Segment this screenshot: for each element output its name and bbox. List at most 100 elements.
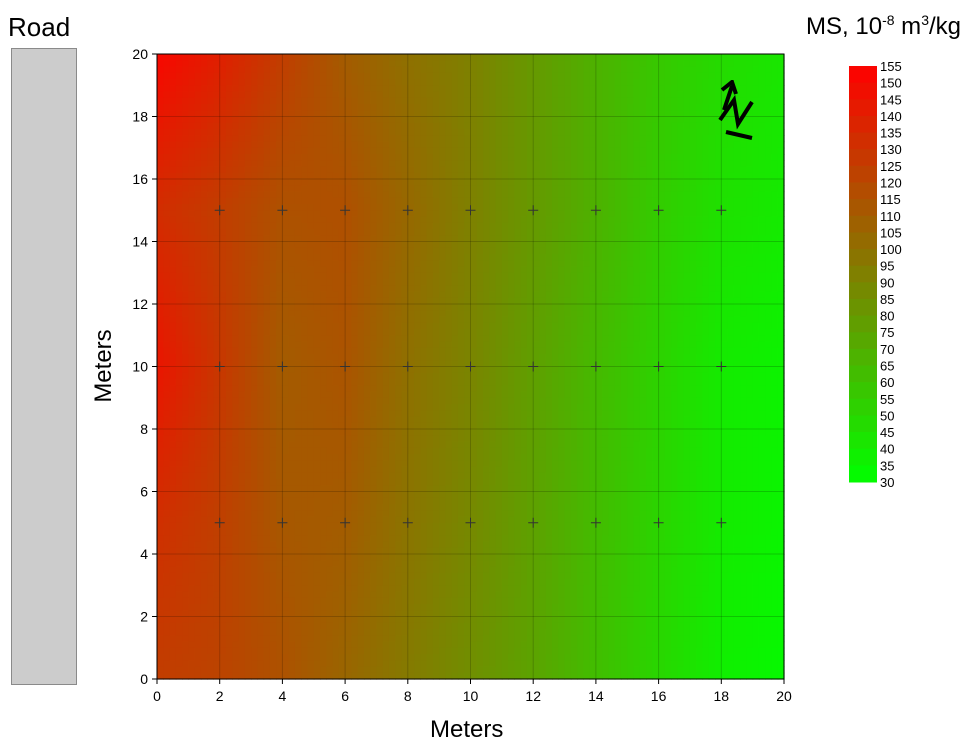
heatmap-cell <box>213 291 221 299</box>
heatmap-cell <box>464 347 472 355</box>
heatmap-cell <box>740 147 747 155</box>
heatmap-cell <box>219 66 227 74</box>
heatmap-cell <box>332 97 340 105</box>
heatmap-cell <box>633 66 641 74</box>
heatmap-cell <box>577 116 584 124</box>
heatmap-cell <box>589 210 597 218</box>
heatmap-cell <box>658 291 666 299</box>
heatmap-cell <box>577 172 584 180</box>
heatmap-cell <box>671 210 679 218</box>
heatmap-cell <box>426 129 434 136</box>
heatmap-cell <box>671 310 679 318</box>
heatmap-cell <box>752 197 760 205</box>
heatmap-cell <box>464 329 472 336</box>
heatmap-cell <box>545 216 553 224</box>
heatmap-cell <box>382 204 390 211</box>
heatmap-cell <box>633 229 641 236</box>
heatmap-cell <box>752 241 760 249</box>
heatmap-cell <box>345 166 352 174</box>
heatmap-cell <box>771 216 779 224</box>
heatmap-cell <box>577 154 584 161</box>
heatmap-cell <box>746 197 754 205</box>
heatmap-cell <box>589 185 597 193</box>
heatmap-cell <box>727 297 735 305</box>
heatmap-cell <box>338 191 346 199</box>
heatmap-cell <box>758 266 766 274</box>
heatmap-cell <box>608 91 616 99</box>
heatmap-cell <box>207 135 215 143</box>
heatmap-cell <box>439 291 447 299</box>
heatmap-cell <box>457 316 465 324</box>
heatmap-cell <box>483 354 490 361</box>
heatmap-cell <box>432 329 440 336</box>
heatmap-cell <box>602 347 610 355</box>
heatmap-cell <box>188 291 196 299</box>
heatmap-cell <box>401 154 409 161</box>
heatmap-cell <box>483 154 490 161</box>
heatmap-cell <box>777 91 785 99</box>
heatmap-cell <box>552 297 559 305</box>
heatmap-cell <box>595 285 603 293</box>
heatmap-cell <box>351 72 359 80</box>
heatmap-cell <box>326 360 334 368</box>
heatmap-cell <box>414 329 421 336</box>
heatmap-cell <box>715 322 722 330</box>
heatmap-cell <box>357 91 365 99</box>
heatmap-cell <box>514 322 522 330</box>
heatmap-cell <box>602 110 610 118</box>
heatmap-cell <box>464 222 472 230</box>
heatmap-cell <box>677 141 685 149</box>
heatmap-cell <box>207 347 215 355</box>
heatmap-cell <box>182 179 189 186</box>
heatmap-cell <box>320 179 327 186</box>
heatmap-cell <box>501 91 509 99</box>
heatmap-cell <box>708 329 716 336</box>
heatmap-cell <box>689 197 697 205</box>
heatmap-cell <box>313 347 321 355</box>
heatmap-cell <box>539 147 547 155</box>
heatmap-cell <box>407 185 415 193</box>
heatmap-cell <box>188 216 196 224</box>
heatmap-cell <box>182 347 189 355</box>
heatmap-cell <box>476 122 484 130</box>
heatmap-cell <box>200 210 208 218</box>
heatmap-cell <box>552 185 559 193</box>
heatmap-cell <box>432 54 440 61</box>
heatmap-cell <box>420 279 428 286</box>
heatmap-cell <box>727 235 735 243</box>
heatmap-cell <box>244 129 252 136</box>
heatmap-cell <box>219 266 227 274</box>
heatmap-cell <box>614 66 622 74</box>
heatmap-cell <box>439 229 447 236</box>
heatmap-cell <box>508 272 515 280</box>
heatmap-cell <box>721 147 729 155</box>
heatmap-cell <box>169 316 177 324</box>
heatmap-cell <box>577 141 584 149</box>
heatmap-cell <box>558 322 566 330</box>
heatmap-cell <box>702 154 710 161</box>
heatmap-cell <box>526 122 534 130</box>
heatmap-cell <box>464 191 472 199</box>
heatmap-cell <box>733 210 741 218</box>
heatmap-cell <box>363 291 371 299</box>
heatmap-cell <box>489 285 497 293</box>
heatmap-cell <box>702 160 710 168</box>
heatmap-cell <box>495 197 503 205</box>
heatmap-cell <box>263 260 271 268</box>
heatmap-cell <box>269 266 277 274</box>
heatmap-cell <box>169 204 177 211</box>
heatmap-cell <box>276 172 283 180</box>
heatmap-cell <box>439 347 447 355</box>
heatmap-cell <box>225 185 233 193</box>
heatmap-cell <box>526 66 534 74</box>
heatmap-cell <box>721 191 729 199</box>
heatmap-cell <box>276 235 283 243</box>
heatmap-cell <box>407 154 415 161</box>
heatmap-cell <box>652 72 660 80</box>
heatmap-cell <box>608 154 616 161</box>
heatmap-cell <box>752 135 760 143</box>
heatmap-cell <box>439 266 447 274</box>
heatmap-cell <box>326 216 334 224</box>
heatmap-cell <box>338 222 346 230</box>
heatmap-cell <box>539 85 547 93</box>
